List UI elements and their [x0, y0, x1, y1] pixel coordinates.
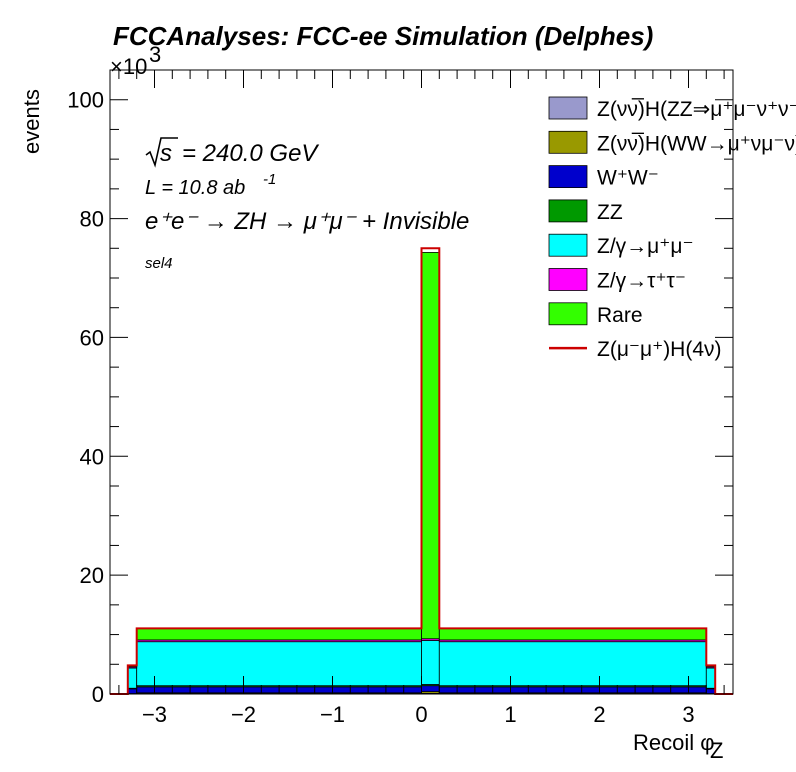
y-tick-label: 100: [67, 88, 104, 113]
x-tick-label: 3: [682, 702, 694, 727]
x-axis-label-sub: Z: [710, 738, 723, 763]
x-tick-label: 1: [504, 702, 516, 727]
selection-label: sel4: [145, 255, 173, 272]
chart-title: FCCAnalyses: FCC-ee Simulation (Delphes): [113, 21, 653, 51]
y-multiplier-exponent: 3: [149, 42, 161, 67]
x-tick-label: −3: [142, 702, 167, 727]
legend-label: W⁺W⁻: [597, 167, 659, 190]
legend: Z(νν̅)H(ZZ⇒μ⁺μ⁻ν⁺ν⁻) Z(νν̅)H(WW→μ⁺νμ⁻ν) W⁺…: [548, 96, 796, 361]
legend-label: ZZ: [597, 201, 623, 224]
legend-swatch: [548, 233, 588, 257]
y-tick-label: 0: [92, 682, 104, 707]
axis-ticks: [110, 70, 733, 695]
legend-swatch: [548, 268, 588, 291]
legend-label: Z/γ→τ⁺τ⁻: [597, 270, 686, 293]
bar-6-2: [136, 628, 422, 641]
bar-2-5: [705, 688, 716, 694]
legend-label: Z(νν̅)H(WW→μ⁺νμ⁻ν): [597, 132, 796, 155]
y-tick-label: 40: [80, 444, 104, 469]
process-label: e⁺e⁻ → ZH → μ⁺μ⁻ + Invisible: [145, 208, 469, 235]
y-tick-label: 60: [80, 325, 104, 350]
x-tick-label: −1: [320, 702, 345, 727]
y-tick-label: 80: [80, 207, 104, 232]
bars-layer: [127, 252, 716, 695]
legend-swatch: [548, 302, 588, 326]
bar-4-3: [421, 640, 440, 685]
legend-swatch: [548, 130, 588, 154]
x-tick-label: 2: [593, 702, 605, 727]
x-tick-label: 0: [415, 702, 427, 727]
legend-swatch: [548, 165, 588, 189]
y-tick-label: 20: [80, 563, 104, 588]
signal-line: [110, 247, 733, 695]
bar-6-4: [438, 628, 707, 641]
sqrt-s-label: s: [160, 140, 172, 167]
x-tick-label: −2: [231, 702, 256, 727]
bar-4-5: [705, 667, 716, 689]
bar-2-3: [421, 685, 440, 693]
bar-4-4: [438, 641, 707, 687]
x-axis-label: Recoil φ: [633, 730, 715, 755]
legend-swatch: [548, 199, 588, 223]
energy-label: = 240.0 GeV: [182, 140, 319, 167]
y-axis-label: events: [19, 89, 44, 154]
bar-6-3: [421, 252, 440, 640]
lumi-label: L = 10.8 ab: [145, 177, 245, 199]
axis-tick-labels: −3 −2 −1 0 1 2 3 0 20 40 60 80 100: [67, 88, 694, 727]
legend-label: Z/γ→μ⁺μ⁻: [597, 235, 694, 258]
sqrt-symbol: [145, 137, 178, 168]
legend-label: Z(νν̅)H(ZZ⇒μ⁺μ⁻ν⁺ν⁻): [597, 98, 796, 121]
bar-2-1: [127, 688, 138, 694]
legend-label: Rare: [597, 304, 643, 327]
y-multiplier: ×10: [110, 54, 147, 79]
bar-4-2: [136, 641, 422, 687]
bar-2-4: [438, 686, 707, 694]
legend-label: Z(μ⁻μ⁺)H(4ν): [597, 338, 722, 361]
lumi-exponent: -1: [263, 171, 276, 188]
bar-4-1: [127, 667, 138, 689]
legend-swatch: [548, 96, 588, 120]
